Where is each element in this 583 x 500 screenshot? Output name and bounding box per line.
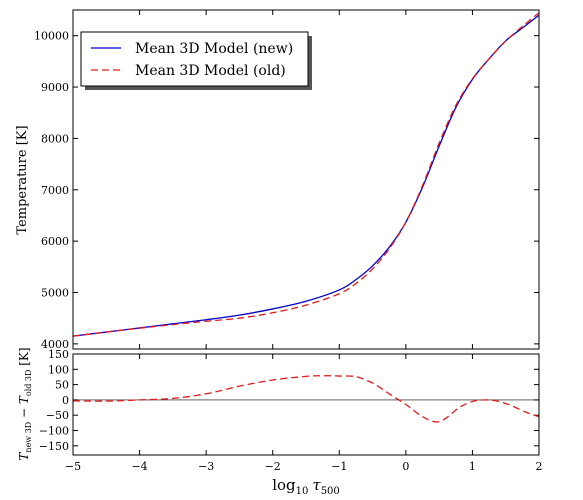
x-tick-label: 2 <box>536 460 543 473</box>
residual-y-tick-label: 100 <box>48 363 69 376</box>
residual-ylabel-sub1: new 3D <box>24 422 33 453</box>
main-y-tick-label: 6000 <box>41 235 69 248</box>
residual-y-tick-label: 0 <box>62 394 69 407</box>
residual-ylabel-sub2: old 3D <box>24 370 33 397</box>
residual-y-tick-label: −50 <box>46 409 69 422</box>
main-plot: 4000 5000 6000 7000 8000 9000 10000 Temperatur… <box>15 9 540 351</box>
x-tick-label: −2 <box>265 460 281 473</box>
legend-label-old: Mean 3D Model (old) <box>135 63 286 79</box>
main-y-tick-label: 5000 <box>41 287 69 300</box>
residual-ylabel-t1: T <box>17 452 31 461</box>
xlabel-var-sub: 500 <box>321 486 340 497</box>
residual-plot-frame <box>72 353 540 456</box>
main-y-tick-label: 4000 <box>41 338 69 351</box>
legend-box <box>80 31 309 87</box>
x-tick-label: −5 <box>65 460 81 473</box>
x-tick-label: −4 <box>131 460 147 473</box>
main-series-line-new <box>72 14 540 337</box>
legend-label-new: Mean 3D Model (new) <box>135 41 293 57</box>
main-y-tick-label: 8000 <box>41 132 69 145</box>
xlabel-log: log <box>272 476 296 494</box>
residual-y-tick-label: −150 <box>39 440 69 453</box>
legend: Mean 3D Model (new) Mean 3D Model (old) <box>80 31 312 90</box>
main-series-line-old <box>72 12 540 337</box>
residual-plot: −150 −100 −50 0 50 100 150 −5 −4 −3 −2 −1 0 1 2 Tnew … <box>17 347 543 497</box>
residual-y-ticks: −150 −100 −50 0 50 100 150 <box>39 348 539 453</box>
main-y-tick-label: 10000 <box>34 30 69 43</box>
x-tick-label: −3 <box>198 460 214 473</box>
x-axis-title: log10 τ500 <box>272 476 340 497</box>
xlabel-var: τ <box>312 476 321 494</box>
residual-ylabel-unit: [K] <box>17 347 31 369</box>
residual-x-ticks: −5 −4 −3 −2 −1 0 1 2 <box>65 354 543 473</box>
main-plot-frame <box>72 9 540 350</box>
main-y-tick-label: 7000 <box>41 184 69 197</box>
x-tick-label: 1 <box>469 460 476 473</box>
residual-y-axis-title: Tnew 3D − Told 3D [K] <box>17 347 33 460</box>
main-y-axis-title: Temperature [K] <box>15 125 30 234</box>
main-y-tick-label: 9000 <box>41 81 69 94</box>
residual-series-line <box>72 375 540 423</box>
x-tick-label: −1 <box>331 460 347 473</box>
residual-y-tick-label: −100 <box>39 425 69 438</box>
x-tick-label: 0 <box>402 460 409 473</box>
xlabel-log-sub: 10 <box>296 486 309 497</box>
residual-y-tick-label: 50 <box>55 379 69 392</box>
residual-ylabel-mid: − T <box>17 395 31 422</box>
main-series-layer <box>72 12 540 337</box>
residual-y-tick-label: 150 <box>48 348 69 361</box>
residual-series-layer <box>72 375 540 423</box>
main-y-gridticks: 4000 5000 6000 7000 8000 9000 10000 <box>34 30 539 351</box>
